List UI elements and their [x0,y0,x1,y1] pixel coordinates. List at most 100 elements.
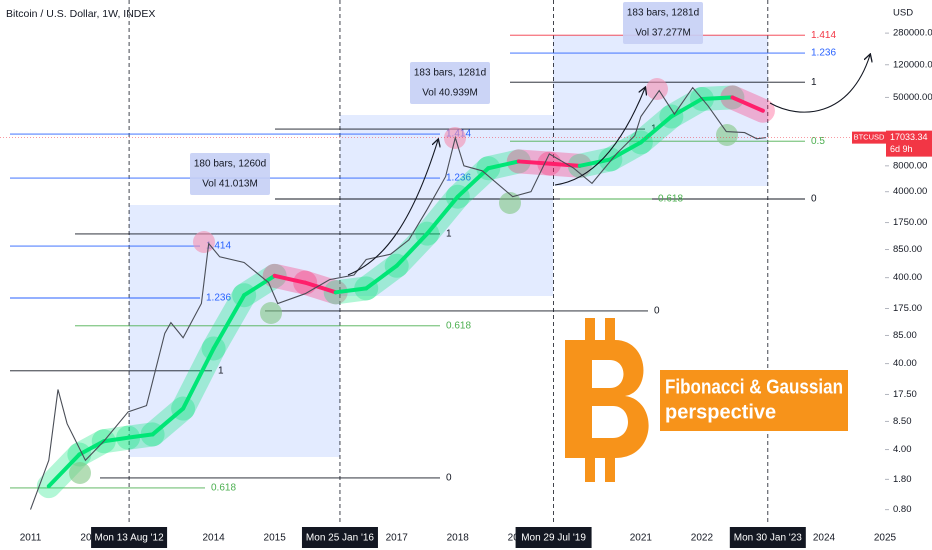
y-tick-label: 4.00 [893,444,912,455]
y-tick-label: 1.80 [893,474,912,485]
fib-label: 0.618 [211,483,236,494]
channel-line [608,140,643,162]
chart-title: Bitcoin / U.S. Dollar, 1W, INDEX [6,8,155,20]
date-label: Mon 29 Jul '19 [521,533,586,544]
overlay: BTCUSD 17033.34 6d 9h [852,130,932,157]
fib-label: 0 [446,473,452,484]
y-tick-label: 8.50 [893,416,912,427]
fib-label: 0 [654,306,660,317]
channel-line [150,406,186,437]
fib-label: 0.5 [811,136,825,147]
cycle-marker [260,302,282,324]
cycle-marker [716,124,738,146]
channel-line [303,280,338,295]
stats-vol: Vol 37.277M [635,28,691,39]
y-tick-label: 1750.00 [893,217,927,228]
fib-label: 1.236 [206,293,231,304]
channel-line [425,194,460,236]
x-tick-label: 2025 [874,533,897,544]
arrows [347,55,870,276]
channel-line [181,346,216,411]
y-tick-label: 50000.00 [893,92,932,103]
stats-bars: 183 bars, 1281d [627,8,699,19]
channel-line [730,95,765,113]
price-line [29,86,767,510]
x-tick-label: 2015 [264,533,287,544]
banner-box [660,370,848,431]
channel-line [638,114,674,145]
banner-text: Fibonacci & Gaussian [665,376,843,398]
currency-label: USD [893,8,913,19]
channel-line [364,263,399,291]
date-label-box [515,527,592,548]
channel-line [211,293,247,351]
logo-part [605,318,615,348]
price-label: 17033.34 [890,132,928,142]
channel-line [272,273,308,285]
fib-label: 1.236 [446,173,471,184]
cycle-marker [69,462,91,484]
y-tick-label: 400.00 [893,272,922,283]
arrow [347,140,438,276]
symbol-label: BTCUSD [854,133,885,142]
price-tag [886,130,932,157]
date-label: Mon 13 Aug '12 [94,533,164,544]
stats-bars: 183 bars, 1281d [414,68,486,79]
arrow [769,55,870,113]
fib-label: 1 [446,229,452,240]
x-tick-label: 2011 [20,533,42,544]
channel-line [577,157,613,168]
bitcoin-logo [565,318,649,482]
channel-line [486,159,521,171]
countdown-label: 6d 9h [890,144,913,154]
channel-line [333,286,369,295]
date-label-box [729,527,806,548]
channel-line [77,439,106,457]
stats-box [190,153,270,195]
x-tick-label: 2024 [813,533,836,544]
channel-line [242,273,277,298]
channel-line [394,231,430,268]
logo-part [585,452,595,482]
fib-label: 0 [811,194,817,205]
y-tick-label: 85.00 [893,330,917,341]
x-tick-label: 2014 [202,533,225,544]
channel-line [547,161,582,168]
channel-line [101,435,131,444]
x-tick-label: 2018 [447,533,470,544]
plot-area: 1.4141.236100.6181.4141.23610.61801.4141… [0,0,885,525]
channel-line [46,452,82,489]
cycle-box [129,205,340,457]
date-label-box [91,527,168,548]
cycle-marker [193,231,215,253]
y-tick-label: 8000.00 [893,160,927,171]
channel-line [455,166,491,199]
stats-bars: 180 bars, 1260d [194,159,266,170]
stats-vol: Vol 41.013M [202,179,258,190]
cycle-marker [499,192,521,214]
date-label-box [301,527,378,548]
x-tick-label: 2022 [691,533,714,544]
fib-label: 1 [811,77,817,88]
channel-line [669,96,704,119]
cycle-box [553,35,768,186]
banner-text: perspective [665,401,776,423]
stats-box [623,2,703,44]
fib-label: 1.414 [206,241,231,252]
channel-line [126,432,155,440]
y-tick-label: 175.00 [893,303,922,314]
y-tick-label: 40.00 [893,358,917,369]
cycle-marker [646,78,668,100]
y-tick-label: 120000.00 [893,59,932,70]
logo-part [565,340,649,458]
fib-label: 0.618 [446,320,471,331]
stats-box [410,62,490,104]
fib-label: 1.236 [811,48,836,59]
y-axis-panel [885,0,932,550]
y-tick-label: 17.50 [893,389,917,400]
date-label: Mon 30 Jan '23 [734,533,803,544]
fib-label: 1 [218,365,224,376]
y-tick-label: 850.00 [893,244,922,255]
